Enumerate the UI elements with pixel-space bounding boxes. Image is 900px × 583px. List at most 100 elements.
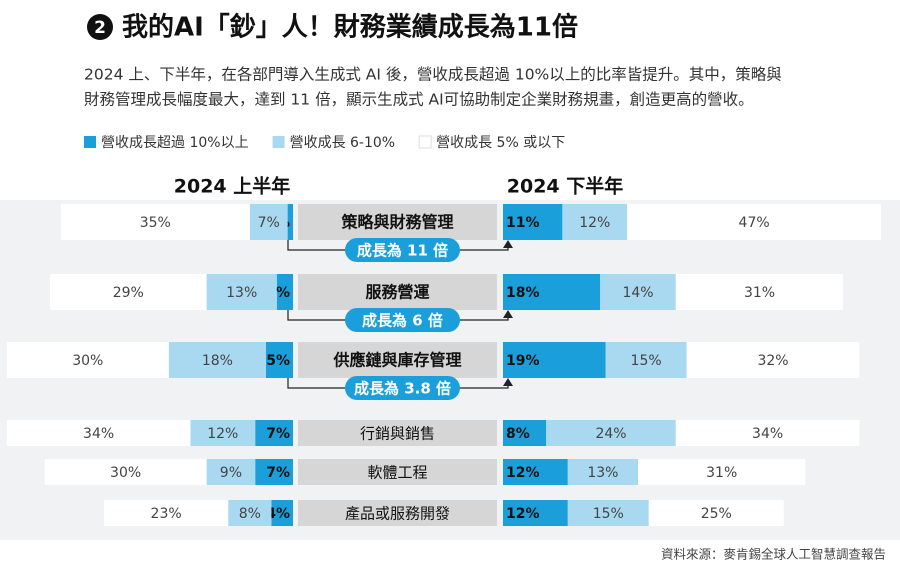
bar-segment [567,500,649,526]
panel-title: 2024 下半年 [507,175,624,198]
value-label: 7% [258,215,280,231]
value-label: 30% [110,465,141,481]
value-label: 25% [701,506,732,522]
bar-segment [503,274,601,310]
value-label: 35% [140,215,171,231]
category-box [298,342,497,378]
value-label: 8% [239,506,261,522]
value-label: 18% [506,285,540,301]
value-label: 11% [506,215,540,231]
bar-segment [271,500,293,526]
bar-segment [255,420,293,446]
source: 資料來源：麥肯錫全球人工智慧調查報告 [661,547,886,562]
value-label: 30% [72,353,103,369]
value-label: 34% [83,426,114,442]
bar-segment [6,342,169,378]
value-label: 12% [506,465,540,481]
value-label: 5% [266,353,290,369]
value-label: 29% [113,285,144,301]
value-label: 7% [266,465,290,481]
value-label: 47% [739,215,770,231]
bar-segment [206,274,277,310]
bar-segment [206,459,256,485]
bar-segment [104,500,229,526]
callout-pill [345,308,460,332]
value-label: 24% [595,426,626,442]
value-label: 18% [202,353,233,369]
value-label: 23% [151,506,182,522]
bar-segment [168,342,266,378]
bar-segment [266,342,293,378]
bar-segment [675,420,860,446]
bar-segment [60,204,250,240]
badge-circle [87,14,113,40]
value-label: 12% [207,426,238,442]
bar-segment [627,204,881,240]
value-label: 31% [706,465,737,481]
arrow-head [503,240,513,248]
value-label: 8% [506,426,530,442]
value-label: 12% [579,215,610,231]
value-label: 15% [593,506,624,522]
callout-label: 成長為 6 倍 [362,312,443,330]
value-label: 9% [220,465,242,481]
bar-segment [44,459,207,485]
bar-segment [287,204,293,240]
bar-segment [503,420,547,446]
category-box [298,500,497,526]
legend-label: 營收成長 5% 或以下 [436,135,565,151]
callout-label: 成長為 11 倍 [357,242,448,260]
bar-segment [562,204,628,240]
value-label: 15% [631,353,662,369]
subtitle-line: 財務管理成長幅度最大，達到 11 倍，顯示生成式 AI可協助制定企業財務規畫，創… [84,91,754,109]
category-label: 行銷與銷售 [360,425,435,443]
bar-segment [276,274,293,310]
callout-label: 成長為 3.8 倍 [354,380,451,398]
bar-segment [605,342,687,378]
value-label: 34% [752,426,783,442]
category-box [298,274,497,310]
bar-segment [6,420,191,446]
bar-segment [600,274,676,310]
callout-pill [345,376,460,400]
bar-segment [249,204,288,240]
category-label: 軟體工程 [367,464,427,482]
subtitle-line: 2024 上、下半年，在各部門導入生成式 AI 後，營收成長超過 10%以上的比… [84,66,782,84]
category-box [298,459,497,485]
value-label: 4% [266,506,290,522]
bar-segment [503,204,563,240]
value-label: 7% [266,426,290,442]
arrow-head [503,378,513,386]
bar-segment [648,500,784,526]
bar-segment [503,342,606,378]
bar-segment [686,342,860,378]
bar-segment [50,274,207,310]
bar-segment [675,274,844,310]
bar-segment [546,420,676,446]
category-box [298,204,497,240]
legend-label: 營收成長 6-10% [290,135,396,151]
bar-segment [228,500,272,526]
bar-segment [503,459,568,485]
badge: 2 [94,18,106,38]
value-label: 31% [744,285,775,301]
bar-segment [190,420,256,446]
category-label: 策略與財務管理 [340,213,453,232]
bar-segment [567,459,638,485]
callout-pill [345,238,460,262]
value-label: 19% [506,353,540,369]
legend-swatch [272,136,285,148]
category-label: 產品或服務開發 [345,505,450,523]
panel-title: 2024 上半年 [174,175,291,198]
legend-swatch [84,136,96,148]
bar-segment [503,500,568,526]
bar-segment [255,459,293,485]
value-label: 14% [622,285,653,301]
value-label: 32% [757,353,788,369]
value-label: 13% [226,285,257,301]
value-label: 12% [506,506,540,522]
category-label: 供應鏈與庫存管理 [332,351,461,370]
category-box [298,420,497,446]
category-label: 服務營運 [365,283,429,302]
